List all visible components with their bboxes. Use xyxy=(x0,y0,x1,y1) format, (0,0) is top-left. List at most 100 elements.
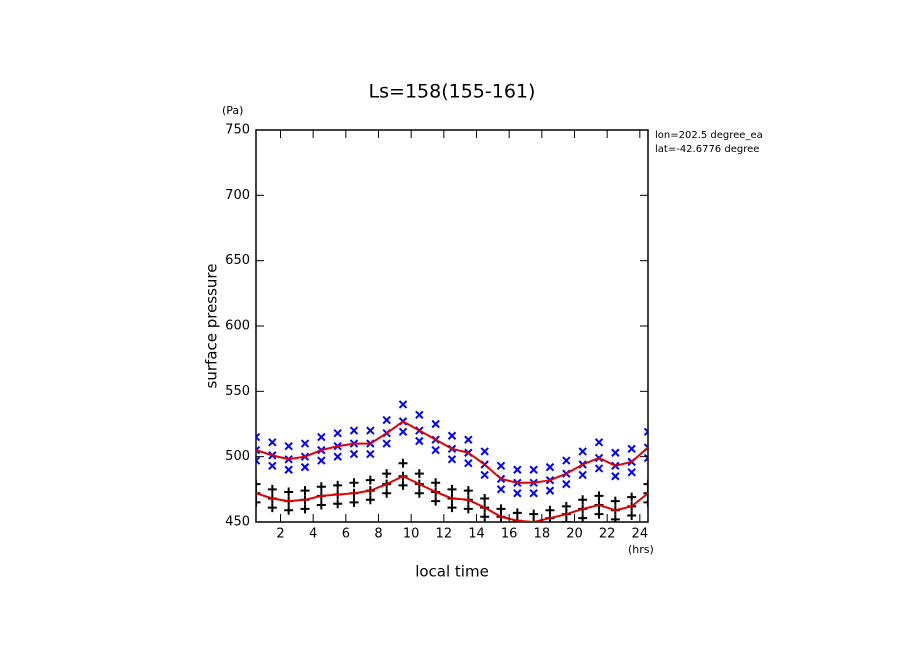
plus-marker xyxy=(594,509,604,519)
x-marker xyxy=(496,485,506,494)
x-marker xyxy=(447,455,457,464)
x-marker xyxy=(349,426,359,435)
x-marker xyxy=(333,452,342,461)
y-tick-label: 600 xyxy=(225,319,250,334)
x-marker xyxy=(447,431,457,440)
plus-marker xyxy=(512,508,522,518)
x-marker xyxy=(643,453,648,463)
x-marker xyxy=(317,432,326,442)
y-tick-label: 550 xyxy=(225,384,250,399)
x-tick-label: 2 xyxy=(276,527,284,542)
x-marker xyxy=(256,445,261,455)
plus-marker xyxy=(431,496,441,506)
x-marker xyxy=(256,456,261,465)
plus-marker xyxy=(300,504,310,514)
x-marker xyxy=(513,489,522,498)
x-marker xyxy=(382,439,391,448)
x-tick-label: 4 xyxy=(309,527,317,542)
plus-marker xyxy=(256,479,261,489)
plus-marker xyxy=(398,458,408,468)
x-marker xyxy=(643,427,648,437)
plus-marker xyxy=(267,503,277,513)
plus-marker xyxy=(365,475,375,485)
x-marker xyxy=(431,445,440,455)
x-marker xyxy=(349,449,359,459)
x-marker xyxy=(464,458,473,468)
x-tick-label: 10 xyxy=(403,527,420,542)
plus-marker xyxy=(643,479,648,489)
x-marker xyxy=(594,438,604,447)
y-tick-label: 700 xyxy=(225,188,250,203)
plus-marker xyxy=(414,469,424,479)
y-tick-label: 650 xyxy=(225,253,250,268)
y-tick-label: 500 xyxy=(225,449,250,464)
chart-title: Ls=158(155-161) xyxy=(369,81,536,103)
x-marker xyxy=(415,436,424,446)
plus-marker xyxy=(365,495,375,505)
x-marker xyxy=(594,464,604,473)
plus-marker xyxy=(643,488,648,498)
x-tick-label: 14 xyxy=(468,527,485,542)
plus-marker xyxy=(500,520,502,522)
plus-marker xyxy=(578,495,588,505)
x-tick-label: 22 xyxy=(599,527,616,542)
y-tick-label: 450 xyxy=(225,515,250,530)
x-marker xyxy=(627,468,636,477)
plus-marker xyxy=(480,512,490,522)
plus-marker xyxy=(333,480,343,490)
plus-marker xyxy=(267,484,277,494)
x-marker xyxy=(415,410,424,420)
plus-marker xyxy=(529,509,539,519)
x-tick-label: 20 xyxy=(566,527,583,542)
x-marker xyxy=(545,462,555,472)
x-tick-label: 18 xyxy=(534,527,551,542)
plus-marker xyxy=(463,504,473,514)
plus-marker xyxy=(610,514,620,522)
plus-marker xyxy=(480,493,490,503)
x-marker xyxy=(480,470,489,480)
x-marker xyxy=(268,461,277,471)
x-marker xyxy=(256,432,261,442)
x-marker xyxy=(284,465,293,474)
plus-marker xyxy=(414,488,424,498)
plus-marker xyxy=(561,517,571,522)
x-marker xyxy=(529,465,538,474)
plus-marker xyxy=(496,504,506,514)
x-tick-label: 6 xyxy=(342,527,350,542)
plus-marker xyxy=(398,480,408,490)
x-marker xyxy=(578,470,587,480)
mean-line xyxy=(256,420,648,484)
plus-marker xyxy=(431,478,441,488)
x-marker xyxy=(464,435,473,444)
plus-marker xyxy=(545,505,555,515)
x-marker xyxy=(562,479,571,489)
y-unit: (Pa) xyxy=(222,104,243,117)
plus-marker xyxy=(627,510,637,520)
plot-frame xyxy=(255,129,649,523)
annotation: lat=-42.6776 degree xyxy=(655,144,759,155)
y-tick-label: 750 xyxy=(225,123,250,138)
plus-marker xyxy=(382,469,392,479)
x-marker xyxy=(300,462,310,472)
mean-line xyxy=(256,475,648,522)
plus-marker xyxy=(333,499,343,509)
plus-marker xyxy=(610,496,620,506)
x-marker xyxy=(611,472,620,481)
plus-marker xyxy=(349,478,359,488)
x-marker xyxy=(480,447,489,456)
x-marker xyxy=(382,415,391,425)
x-marker xyxy=(529,489,538,498)
x-unit: (hrs) xyxy=(628,543,654,556)
plus-marker xyxy=(300,486,310,496)
x-marker xyxy=(300,439,310,448)
x-marker xyxy=(431,419,440,429)
x-marker xyxy=(513,465,522,474)
x-tick-label: 16 xyxy=(501,527,518,542)
plus-marker xyxy=(316,482,326,492)
plus-marker xyxy=(447,503,457,513)
x-marker xyxy=(562,456,571,465)
plus-marker xyxy=(382,488,392,498)
x-marker xyxy=(366,426,375,435)
plus-marker xyxy=(349,497,359,507)
